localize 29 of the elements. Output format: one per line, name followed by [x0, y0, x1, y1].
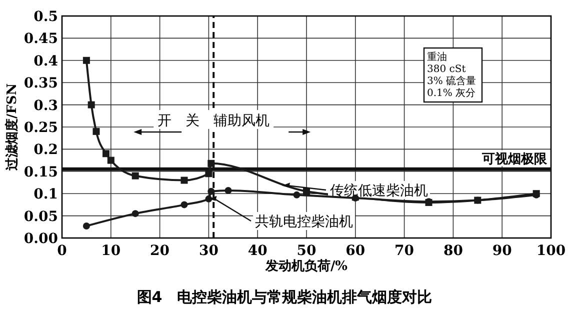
series-label: 共轨电控柴油机 — [255, 214, 353, 230]
annotation: 开 关 辅助风机 — [158, 113, 270, 129]
y-tick-label: 0.05 — [24, 208, 58, 225]
x-tick-label: 20 — [150, 243, 170, 259]
x-tick-label: 80 — [443, 243, 464, 259]
text: 图4 电控柴油机与常规柴油机排气烟度对比 — [136, 288, 432, 306]
y-tick-label: 0.2 — [34, 142, 58, 158]
annotation: 重油 380 cSt 3% 硫含量 0.1% 灰分 — [427, 51, 476, 99]
x-tick-label: 60 — [346, 243, 366, 259]
x-tick-label: 90 — [492, 243, 512, 259]
y-tick-label: 0.25 — [24, 120, 58, 136]
x-tick-label: 40 — [248, 243, 268, 259]
y-tick-label: 0.1 — [34, 186, 58, 203]
y-tick-label: 0.35 — [24, 76, 58, 92]
x-axis-title: 发动机负荷/% — [264, 258, 348, 274]
ref-line-label: 可视烟极限 — [481, 151, 548, 168]
x-tick-label: 70 — [394, 243, 414, 259]
y-tick-label: 0.4 — [34, 53, 58, 70]
text: 0.00 — [24, 231, 58, 247]
x-tick-label: 0 — [57, 243, 68, 259]
y-tick-label: 0.15 — [24, 164, 58, 180]
x-tick-label: 50 — [296, 243, 316, 259]
x-tick-label: 10 — [101, 243, 121, 259]
y-tick-label: 0.45 — [24, 31, 58, 48]
y-tick-label: 0.5 — [34, 9, 58, 25]
y-tick-label: 0.3 — [34, 98, 58, 114]
x-tick-label: 30 — [198, 243, 219, 259]
y-axis-title: 过滤烟度/FSN — [4, 83, 20, 172]
x-tick-label: 100 — [536, 243, 566, 259]
